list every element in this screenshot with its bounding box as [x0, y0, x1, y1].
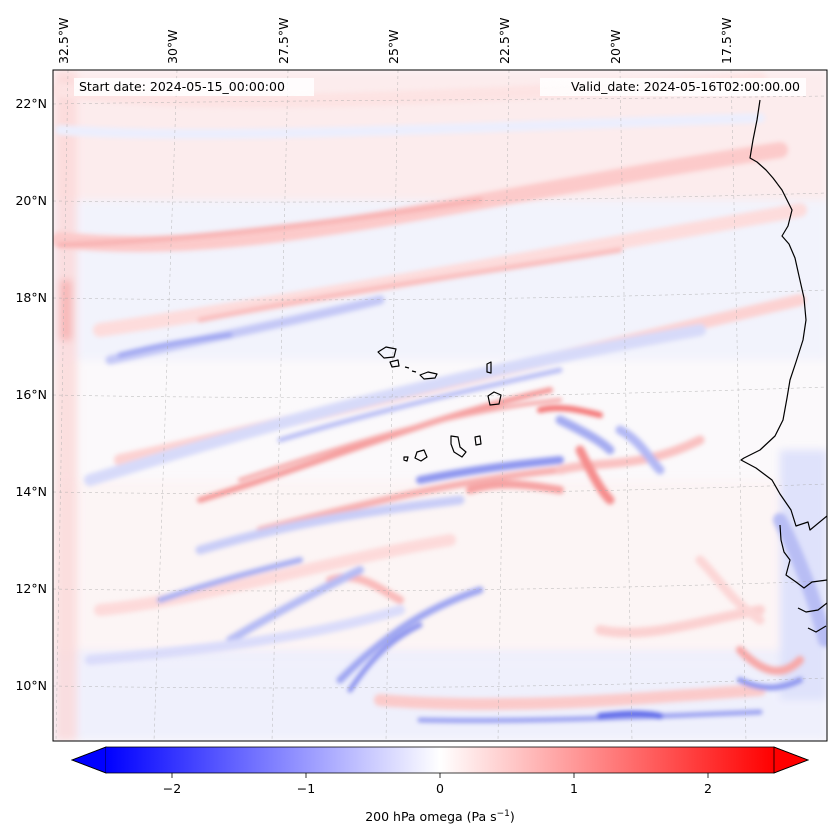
lon-label-25w: 25°W: [386, 29, 401, 64]
map-panel: Start date: 2024-05-15_00:00:00 Valid_da…: [52, 69, 828, 742]
lon-label-17.5w: 17.5°W: [719, 18, 734, 64]
colorbar-label: 200 hPa omega (Pa s−1): [365, 809, 515, 824]
lat-label-22n: 22°N: [15, 96, 47, 111]
colorbar-extend-min: [70, 746, 107, 774]
map-frame: [52, 69, 828, 742]
lat-label-10n: 10°N: [15, 678, 47, 693]
africa-coastline: [740, 99, 827, 531]
colorbar-body: [106, 747, 774, 773]
lat-label-18n: 18°N: [15, 290, 47, 305]
lat-label-20n: 20°N: [15, 193, 47, 208]
colorbar-tick-1: 1: [570, 781, 578, 796]
colorbar: −2 −1 0 1 2 200 hPa omega (Pa s−1): [70, 746, 810, 824]
cape-verde-fogo: [414, 449, 428, 462]
cape-verde-santiago: [450, 435, 467, 458]
cape-verde-boa-vista: [487, 391, 502, 406]
colorbar-tick-neg1: −1: [297, 781, 315, 796]
lat-label-14n: 14°N: [15, 484, 47, 499]
coastlines: [377, 99, 827, 633]
colorbar-tick-neg2: −2: [163, 781, 181, 796]
lat-label-12n: 12°N: [15, 581, 47, 596]
lon-label-20w: 20°W: [608, 29, 623, 64]
cape-verde-maio: [474, 435, 482, 446]
latitude-labels: 22°N 20°N 18°N 16°N 14°N 12°N 10°N: [15, 96, 47, 693]
valid-date-label: Valid_date: 2024-05-16T02:00:00.00: [571, 79, 800, 94]
lon-label-32.5w: 32.5°W: [56, 18, 71, 64]
lon-label-22.5w: 22.5°W: [497, 18, 512, 64]
colorbar-tick-2: 2: [704, 781, 712, 796]
guinea-coast: [797, 602, 827, 633]
lon-label-27.5w: 27.5°W: [276, 18, 291, 64]
lon-label-30w: 30°W: [165, 29, 180, 64]
senegal-river-coast: [779, 524, 827, 589]
cape-verde-santa-luzia: [404, 366, 417, 373]
cape-verde-brava: [403, 456, 409, 462]
start-date-label: Start date: 2024-05-15_00:00:00: [79, 79, 285, 94]
colorbar-extend-max: [773, 746, 810, 774]
valid-date-box: [540, 78, 806, 96]
gridlines: [53, 70, 827, 741]
cape-verde-santo-antao: [377, 346, 397, 359]
colorbar-outline: [70, 746, 810, 774]
cape-verde-sao-vicente: [389, 359, 400, 368]
lat-label-16n: 16°N: [15, 387, 47, 402]
start-date-box: [74, 78, 314, 96]
colorbar-label-sup: −1: [497, 809, 510, 819]
cape-verde-sal: [486, 361, 492, 374]
longitude-labels: 32.5°W 30°W 27.5°W 25°W 22.5°W 20°W 17.5…: [56, 18, 734, 64]
omega-field-bands: [53, 73, 827, 724]
colorbar-tick-0: 0: [436, 781, 444, 796]
cape-verde-sao-nicolau: [419, 371, 438, 380]
colorbar-ticks: [171, 773, 709, 778]
